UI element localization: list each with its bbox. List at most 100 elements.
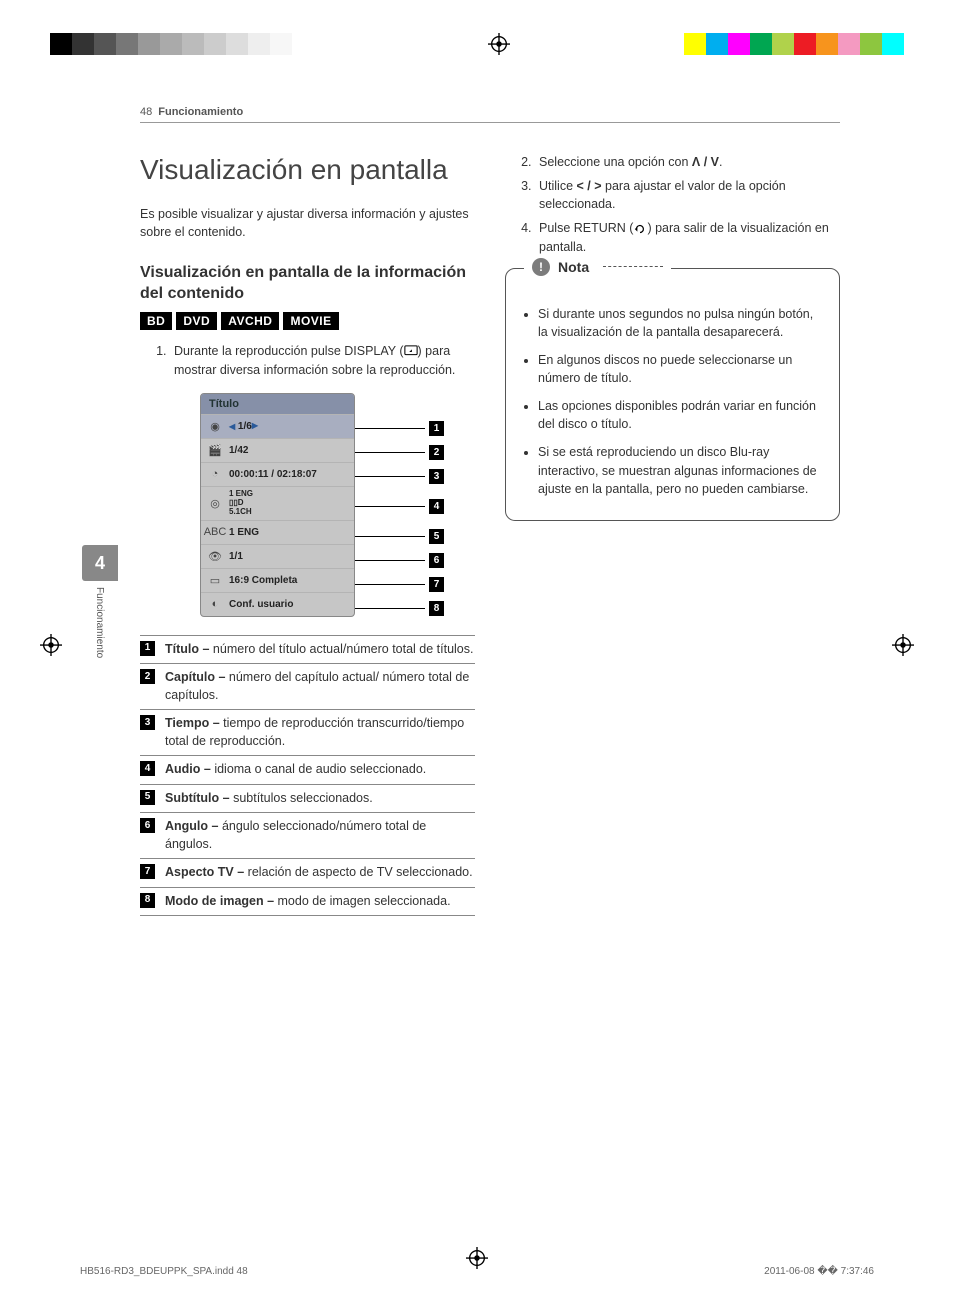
picture-icon: ◐ xyxy=(207,598,223,610)
legend-desc: relación de aspecto de TV seleccionado. xyxy=(248,865,473,879)
legend-desc: idioma o canal de audio seleccionado. xyxy=(214,762,426,776)
running-header: 48 Funcionamiento xyxy=(140,106,840,123)
legend-number: 4 xyxy=(140,761,155,776)
swatch xyxy=(794,33,816,55)
legend-row: 6Angulo – ángulo seleccionado/número tot… xyxy=(140,813,475,859)
osd-row: ◐ Conf. usuario xyxy=(201,592,354,616)
page-content: 48 Funcionamiento Visualización en panta… xyxy=(140,106,840,916)
note-item: Si se está reproduciendo un disco Blu-ra… xyxy=(538,443,825,497)
step: Seleccione una opción con Λ / V. xyxy=(535,153,840,171)
info-icon: ! xyxy=(532,258,550,276)
callout: 8 xyxy=(355,601,444,616)
subtitle-icon: ABC xyxy=(207,526,223,538)
callout-number: 8 xyxy=(429,601,444,616)
step: Pulse RETURN () para salir de la visuali… xyxy=(535,219,840,255)
format-badge: AVCHD xyxy=(221,312,279,330)
callout-number: 7 xyxy=(429,577,444,592)
chapter-label: Funcionamiento xyxy=(94,587,105,658)
note-item: En algunos discos no puede seleccionarse… xyxy=(538,351,825,387)
legend-list: 1Título – número del título actual/númer… xyxy=(140,635,475,917)
format-badge: MOVIE xyxy=(283,312,338,330)
callout-line xyxy=(355,560,425,561)
callout-line xyxy=(355,608,425,609)
osd-value: ◀ 1/6 ▶ xyxy=(229,421,258,432)
osd-row: 🎬1/42 xyxy=(201,438,354,462)
callout-number: 2 xyxy=(429,445,444,460)
legend-term: Angulo – xyxy=(165,819,222,833)
callout-number: 4 xyxy=(429,499,444,514)
footer: HB516-RD3_BDEUPPK_SPA.indd 48 2011-06-08… xyxy=(80,1266,874,1277)
osd-row: ◉ ◀ 1/6 ▶ xyxy=(201,414,354,438)
footer-timestamp: 2011-06-08 �� 7:37:46 xyxy=(764,1266,874,1277)
footer-file: HB516-RD3_BDEUPPK_SPA.indd 48 xyxy=(80,1266,248,1277)
colorbar-right xyxy=(684,33,904,55)
swatch xyxy=(882,33,904,55)
legend-row: 2Capítulo – número del capítulo actual/ … xyxy=(140,664,475,710)
callout: 5 xyxy=(355,529,444,544)
swatch xyxy=(248,33,270,55)
angle-icon: 👁 xyxy=(207,550,223,563)
callout-line xyxy=(355,428,425,429)
swatch xyxy=(204,33,226,55)
swatch xyxy=(860,33,882,55)
registration-mark-right xyxy=(892,634,914,656)
swatch xyxy=(728,33,750,55)
section-name: Funcionamiento xyxy=(158,106,243,118)
callout-line xyxy=(355,584,425,585)
step-text: Pulse RETURN ( xyxy=(539,221,633,235)
note-label: Nota xyxy=(558,259,589,275)
legend-term: Aspecto TV – xyxy=(165,865,248,879)
step-text: . xyxy=(719,155,722,169)
legend-number: 1 xyxy=(140,641,155,656)
callout: 2 xyxy=(355,445,444,460)
swatch xyxy=(292,33,314,55)
format-badge: BD xyxy=(140,312,172,330)
steps-continued: Seleccione una opción con Λ / V.Utilice … xyxy=(535,153,840,256)
swatch xyxy=(270,33,292,55)
print-marks-top xyxy=(0,30,954,58)
step-text: Seleccione una opción con xyxy=(539,155,692,169)
callout-number: 5 xyxy=(429,529,444,544)
callout-line xyxy=(355,452,425,453)
return-icon xyxy=(633,221,647,234)
legend-term: Título – xyxy=(165,642,213,656)
callout-line xyxy=(355,476,425,477)
swatch xyxy=(684,33,706,55)
callout: 4 xyxy=(355,499,444,514)
osd-value: 1/42 xyxy=(229,445,248,456)
osd-value: 16:9 Completa xyxy=(229,575,297,586)
display-icon xyxy=(404,344,418,357)
page-number: 48 xyxy=(140,106,152,118)
chapter-tab: 4 Funcionamiento xyxy=(82,545,126,658)
osd-row: 👁 1/1 xyxy=(201,544,354,568)
colorbar-left xyxy=(50,33,314,55)
osd-value: Conf. usuario xyxy=(229,599,293,610)
registration-mark-left xyxy=(40,634,62,656)
osd-panel-title: Título xyxy=(201,394,354,414)
step-text: Durante la reproducción pulse DISPLAY ( xyxy=(174,344,404,358)
step-1: Durante la reproducción pulse DISPLAY ()… xyxy=(170,342,475,378)
arrow-symbols: Λ / V xyxy=(692,155,719,169)
callout-number: 3 xyxy=(429,469,444,484)
legend-row: 5Subtítulo – subtítulos seleccionados. xyxy=(140,785,475,814)
swatch xyxy=(138,33,160,55)
osd-value: 1/1 xyxy=(229,551,243,562)
callout: 1 xyxy=(355,421,444,436)
swatch xyxy=(116,33,138,55)
osd-row: ▭16:9 Completa xyxy=(201,568,354,592)
osd-value: 1 ENG▯▯D5.1CH xyxy=(229,490,253,516)
legend-number: 5 xyxy=(140,790,155,805)
legend-term: Tiempo – xyxy=(165,716,223,730)
callout: 6 xyxy=(355,553,444,568)
osd-row: ABC 1 ENG xyxy=(201,520,354,544)
chapter-number: 4 xyxy=(82,545,118,581)
osd-value: 00:00:11 / 02:18:07 xyxy=(229,469,317,480)
osd-value: 1 ENG xyxy=(229,527,259,538)
disc-icon: ◉ xyxy=(207,420,223,433)
callout: 7 xyxy=(355,577,444,592)
swatch xyxy=(772,33,794,55)
note-item: Si durante unos segundos no pulsa ningún… xyxy=(538,305,825,341)
left-column: Visualización en pantalla Es posible vis… xyxy=(140,153,475,916)
right-column: Seleccione una opción con Λ / V.Utilice … xyxy=(505,153,840,916)
swatch xyxy=(94,33,116,55)
